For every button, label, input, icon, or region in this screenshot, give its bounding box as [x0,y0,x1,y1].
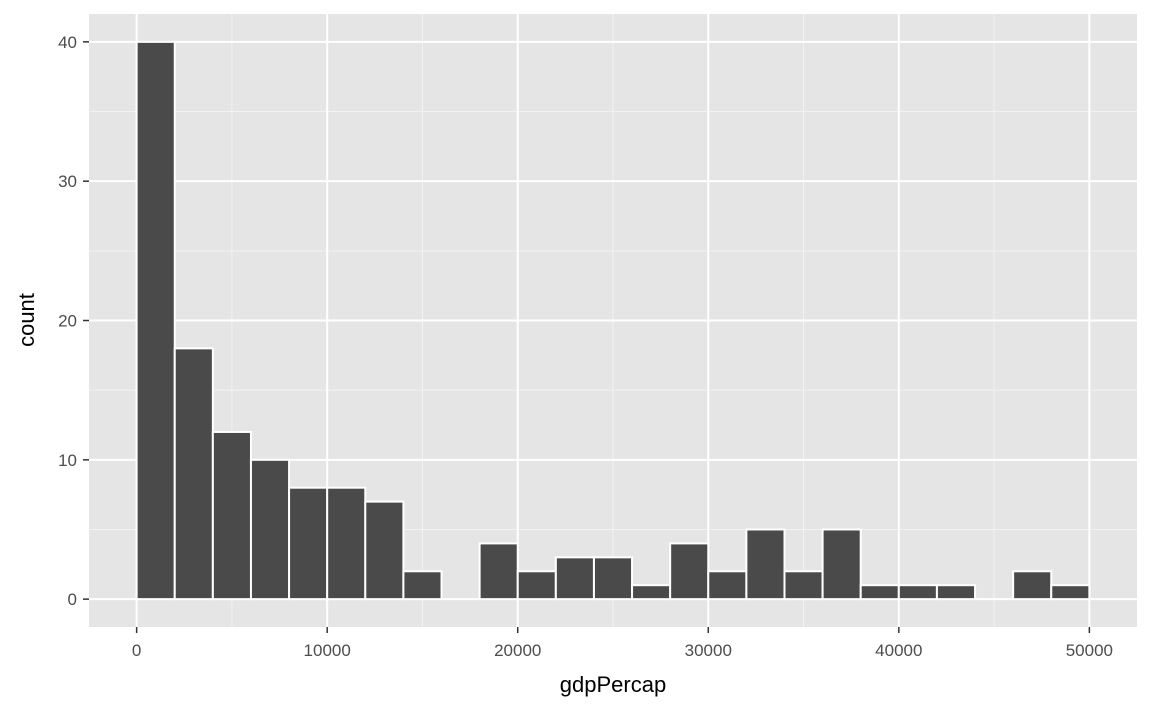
x-tick-label: 30000 [685,641,732,660]
x-tick-label: 40000 [875,641,922,660]
x-tick-label: 0 [132,641,141,660]
bar [288,486,329,601]
bar [859,584,900,601]
bar [326,486,367,601]
bar [554,556,595,601]
bar [135,40,176,601]
x-tick-label: 10000 [304,641,351,660]
y-tick-label: 40 [58,33,77,52]
bar [402,570,443,601]
y-tick-label: 10 [58,451,77,470]
y-tick-label: 0 [68,590,77,609]
bar [173,347,214,601]
bar [745,528,786,601]
bar [631,584,672,601]
bar [897,584,938,601]
bar [211,430,252,601]
x-tick-label: 20000 [494,641,541,660]
bar [249,458,291,601]
bar [707,570,748,601]
x-tick-label: 50000 [1066,641,1113,660]
bar [478,542,519,601]
y-tick-label: 30 [58,172,77,191]
bar [783,570,824,601]
bar [1012,570,1053,601]
bar [592,556,634,601]
bar [669,542,710,601]
bar [1050,584,1091,601]
y-axis-title: count [14,293,39,347]
bar [935,584,977,601]
bar [821,528,862,601]
bar [516,570,557,601]
y-tick-label: 20 [58,312,77,331]
x-axis-title: gdpPercap [560,672,666,697]
bar [364,500,405,601]
